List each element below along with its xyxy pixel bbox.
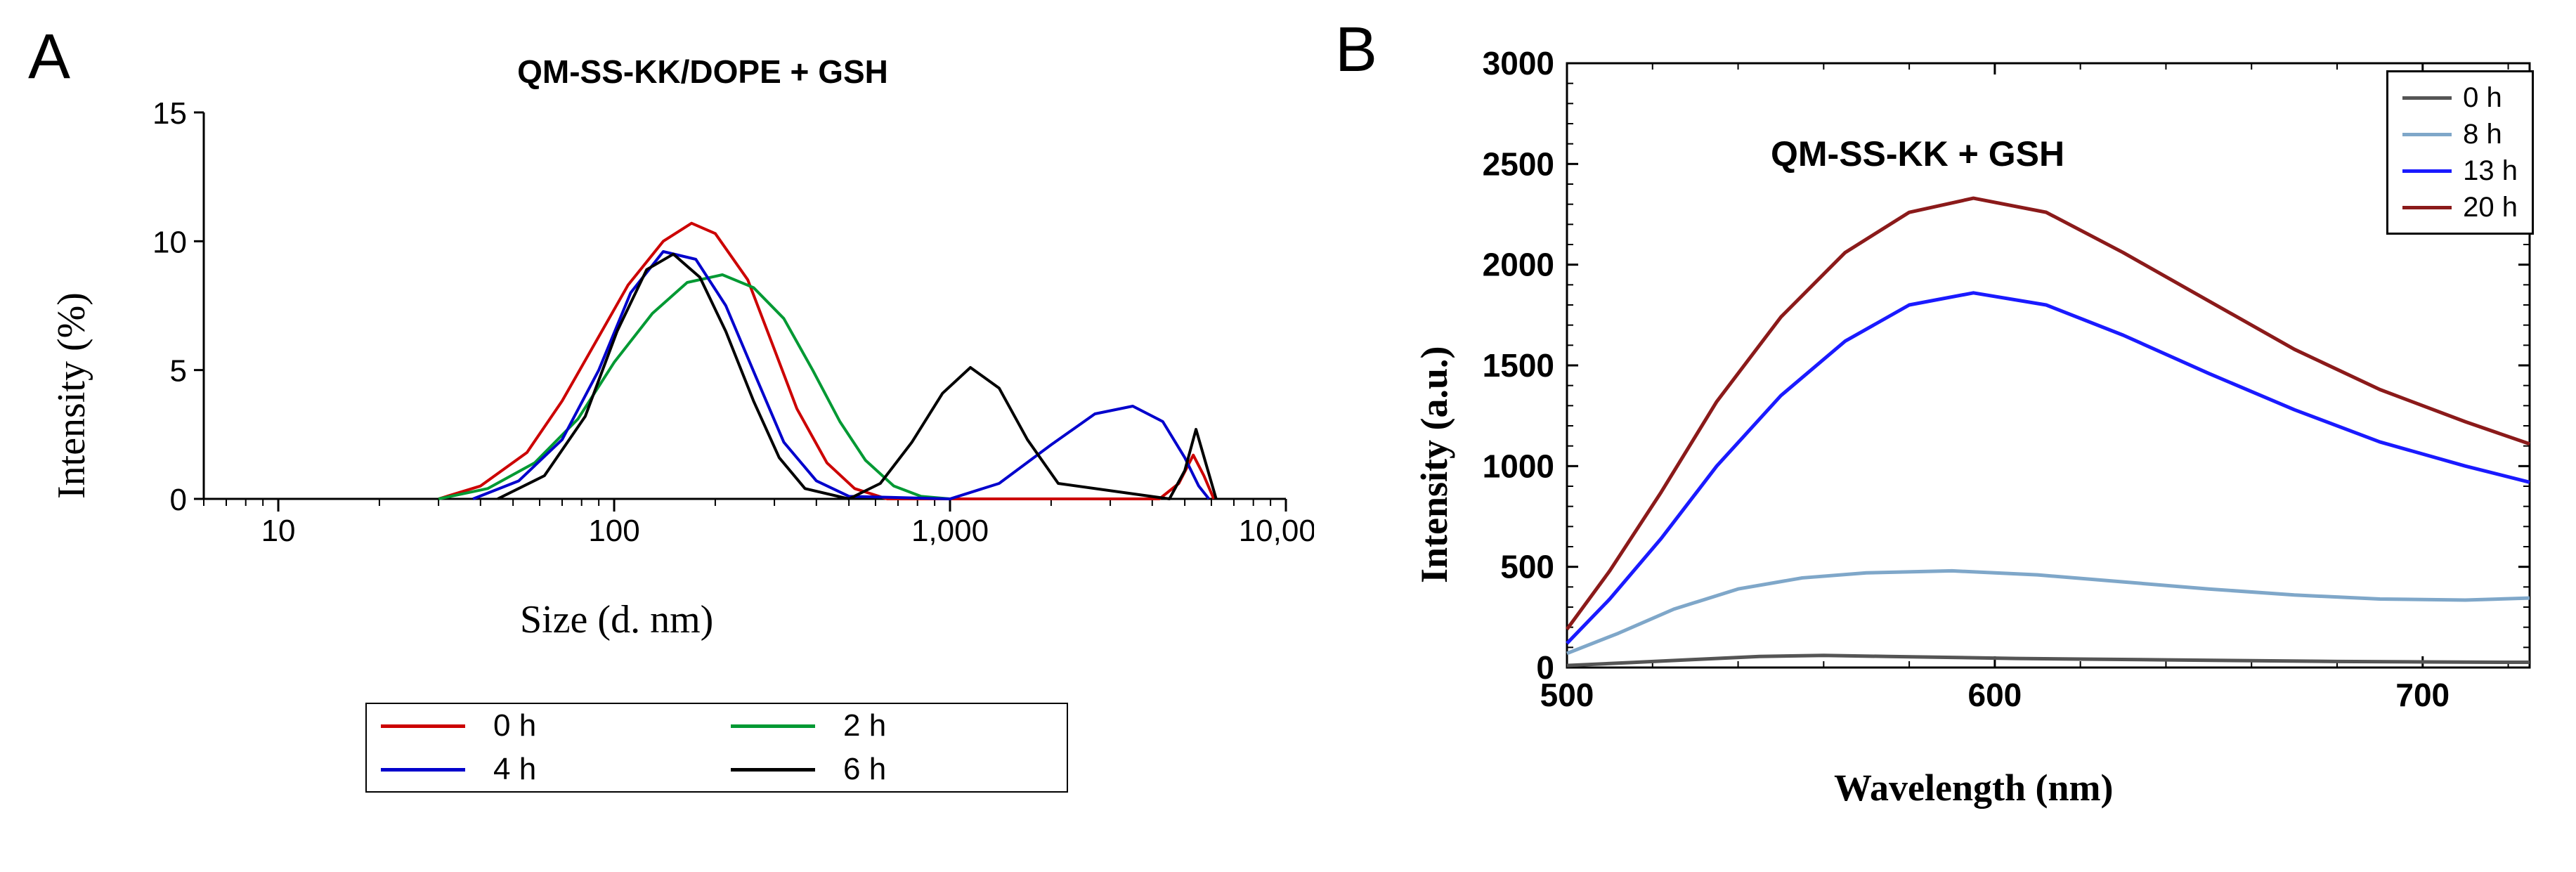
legend-swatch bbox=[731, 768, 815, 772]
legend-swatch bbox=[381, 724, 465, 728]
panel-b-ylabel: Intensity (a.u.) bbox=[1412, 346, 1456, 583]
legend-label: 0 h bbox=[2463, 79, 2502, 116]
svg-text:1000: 1000 bbox=[1483, 448, 1554, 484]
legend-swatch bbox=[2402, 96, 2452, 100]
svg-text:1500: 1500 bbox=[1483, 347, 1554, 384]
figure-root: A QM-SS-KK/DOPE + GSH Intensity (%) 0 5 10… bbox=[0, 0, 2576, 872]
svg-text:500: 500 bbox=[1540, 677, 1594, 713]
legend-swatch bbox=[2402, 206, 2452, 209]
legend-label: 8 h bbox=[2463, 116, 2502, 152]
svg-text:1,000: 1,000 bbox=[911, 514, 989, 548]
legend-item: 2 h bbox=[717, 704, 1067, 748]
panel-b-title: QM-SS-KK + GSH bbox=[1771, 134, 2064, 174]
svg-text:700: 700 bbox=[2395, 677, 2450, 713]
panel-a-title: QM-SS-KK/DOPE + GSH bbox=[281, 53, 1124, 91]
legend-label: 6 h bbox=[843, 752, 886, 787]
legend-swatch bbox=[2402, 133, 2452, 136]
svg-text:2500: 2500 bbox=[1483, 145, 1554, 182]
svg-text:10,000: 10,000 bbox=[1239, 514, 1314, 548]
panel-a: A QM-SS-KK/DOPE + GSH Intensity (%) 0 5 10… bbox=[0, 0, 1335, 872]
panel-b-legend: 0 h8 h13 h20 h bbox=[2386, 70, 2534, 235]
legend-label: 2 h bbox=[843, 708, 886, 743]
svg-text:10: 10 bbox=[261, 514, 296, 548]
panel-a-label: A bbox=[28, 21, 70, 93]
legend-label: 4 h bbox=[493, 752, 536, 787]
svg-text:5: 5 bbox=[170, 354, 187, 389]
svg-text:15: 15 bbox=[152, 96, 187, 131]
legend-swatch bbox=[731, 724, 815, 728]
panel-a-plot: 0 5 10 15 10 100 1,000 10,000 bbox=[119, 91, 1314, 583]
panel-a-ylabel: Intensity (%) bbox=[49, 292, 94, 499]
panel-b-label: B bbox=[1335, 14, 1377, 86]
legend-label: 20 h bbox=[2463, 189, 2518, 226]
panel-a-legend: 0 h 2 h 4 h 6 h bbox=[365, 703, 1068, 793]
legend-label: 13 h bbox=[2463, 152, 2518, 189]
legend-item: 13 h bbox=[2402, 152, 2518, 189]
svg-text:2000: 2000 bbox=[1483, 247, 1554, 283]
legend-item: 4 h bbox=[367, 748, 717, 791]
legend-item: 0 h bbox=[367, 704, 717, 748]
legend-swatch bbox=[381, 768, 465, 772]
legend-item: 20 h bbox=[2402, 189, 2518, 226]
legend-item: 8 h bbox=[2402, 116, 2518, 152]
panel-a-xlabel: Size (d. nm) bbox=[520, 597, 713, 642]
legend-item: 0 h bbox=[2402, 79, 2518, 116]
svg-text:500: 500 bbox=[1500, 549, 1554, 585]
panel-b-xlabel: Wavelength (nm) bbox=[1834, 766, 2114, 809]
svg-text:3000: 3000 bbox=[1483, 45, 1554, 82]
legend-item: 6 h bbox=[717, 748, 1067, 791]
panel-b: B Intensity (a.u.) 050010001500200025003… bbox=[1335, 0, 2576, 872]
svg-text:10: 10 bbox=[152, 225, 187, 259]
svg-text:100: 100 bbox=[588, 514, 639, 548]
svg-text:0: 0 bbox=[170, 483, 187, 517]
legend-label: 0 h bbox=[493, 708, 536, 743]
legend-swatch bbox=[2402, 169, 2452, 173]
svg-text:600: 600 bbox=[1968, 677, 2022, 713]
